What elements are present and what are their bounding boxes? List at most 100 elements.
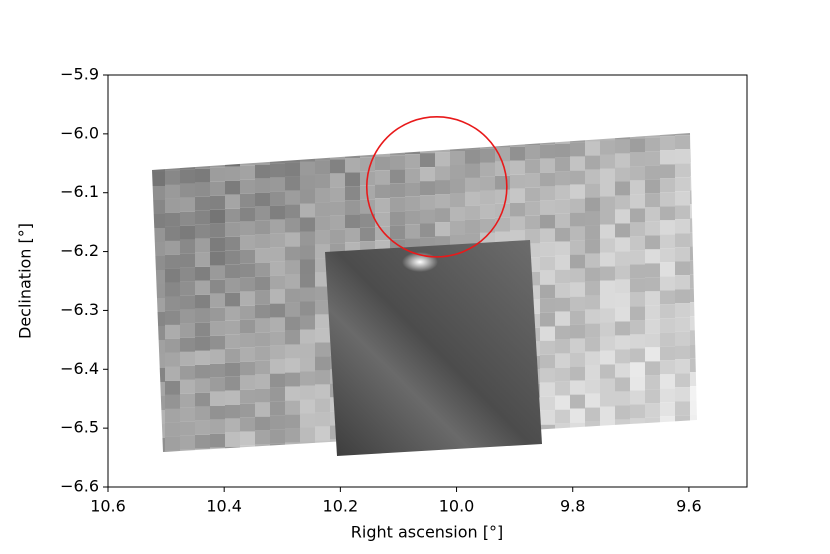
tile — [240, 221, 255, 236]
tile — [210, 349, 225, 364]
tile — [540, 103, 555, 117]
tile — [180, 435, 195, 450]
tile — [510, 133, 525, 147]
tile — [660, 388, 675, 403]
tile — [420, 167, 435, 182]
tile — [270, 177, 285, 192]
tile — [315, 133, 330, 147]
tile — [675, 401, 690, 416]
tile — [630, 320, 645, 335]
tile — [630, 96, 645, 110]
tile — [315, 342, 330, 357]
tile — [555, 171, 570, 186]
tile — [540, 256, 555, 271]
tile — [165, 133, 180, 143]
tile — [152, 242, 165, 256]
tile — [405, 168, 420, 183]
tile — [675, 163, 690, 178]
tile — [570, 352, 585, 367]
tile — [570, 366, 585, 381]
tile — [285, 176, 300, 191]
tile — [300, 357, 315, 372]
tile — [210, 433, 225, 448]
tile — [210, 209, 225, 224]
x-tick-label: 10.0 — [439, 497, 475, 516]
tile — [540, 242, 555, 257]
tile — [180, 211, 195, 226]
tile — [225, 362, 240, 377]
tile — [165, 254, 180, 269]
tile — [165, 352, 180, 367]
tile — [450, 221, 465, 235]
tile — [225, 166, 240, 181]
tile — [540, 270, 555, 285]
tile — [255, 178, 270, 193]
tile — [375, 133, 390, 143]
tile — [165, 324, 180, 339]
tile — [330, 187, 345, 202]
tile — [270, 163, 285, 178]
tile — [600, 266, 615, 281]
tile — [152, 368, 165, 382]
tile — [285, 386, 300, 401]
y-axis-label: Declination [°] — [16, 223, 35, 339]
tile — [645, 291, 660, 306]
tile — [660, 220, 675, 235]
tile — [255, 206, 270, 221]
tile — [270, 429, 285, 444]
tile — [585, 267, 600, 282]
tile — [240, 165, 255, 180]
tile — [630, 362, 645, 377]
x-axis-label: Right ascension [°] — [351, 523, 503, 542]
tile — [420, 153, 435, 168]
tile — [660, 206, 675, 221]
tile — [675, 415, 690, 430]
tile — [315, 160, 330, 175]
tile — [660, 164, 675, 179]
tile — [600, 294, 615, 309]
tile — [630, 138, 645, 153]
tile — [180, 155, 195, 170]
tile — [210, 167, 225, 182]
tile — [390, 155, 405, 170]
tile — [615, 293, 630, 308]
tile — [195, 154, 210, 169]
tile — [375, 170, 390, 185]
tile — [315, 146, 330, 161]
tile — [165, 366, 180, 381]
tile — [390, 141, 405, 156]
tile — [255, 133, 270, 137]
tile — [510, 202, 525, 217]
tile — [152, 410, 165, 424]
tile — [210, 251, 225, 266]
tile — [315, 286, 330, 301]
tile — [600, 168, 615, 183]
tile — [240, 249, 255, 264]
tile — [435, 222, 450, 237]
tile — [270, 261, 285, 276]
tile — [240, 445, 255, 452]
tile — [675, 359, 690, 374]
tile — [690, 400, 697, 415]
tile — [495, 161, 510, 176]
tile — [152, 172, 165, 186]
tile — [585, 225, 600, 240]
y-tick-label: −6.2 — [60, 241, 99, 260]
tile — [540, 396, 555, 411]
tile — [210, 391, 225, 406]
tile — [540, 424, 555, 439]
tile — [255, 346, 270, 361]
tile — [600, 224, 615, 239]
tile — [585, 281, 600, 296]
tile — [240, 403, 255, 418]
y-tick-label: −6.1 — [60, 182, 99, 201]
tile — [255, 290, 270, 305]
tile — [270, 415, 285, 430]
tile — [330, 117, 345, 131]
tile — [555, 133, 570, 144]
tile — [675, 191, 690, 206]
tile — [570, 184, 585, 199]
tile — [525, 118, 540, 132]
tile — [210, 447, 225, 452]
tile — [195, 133, 210, 141]
